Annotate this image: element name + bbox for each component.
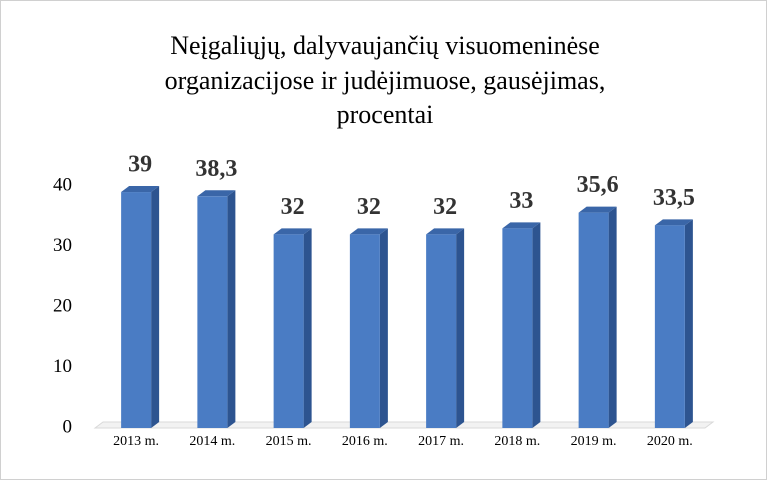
x-tick-label: 2013 m. bbox=[113, 434, 159, 449]
bar-top bbox=[654, 219, 693, 226]
bar-front bbox=[121, 192, 152, 428]
chart-title: procentai bbox=[337, 100, 434, 129]
bar-side bbox=[532, 222, 541, 428]
bar bbox=[654, 219, 693, 428]
bar bbox=[349, 228, 388, 428]
bar-top bbox=[273, 228, 312, 235]
bar-side bbox=[456, 228, 465, 428]
bar-side bbox=[684, 219, 693, 428]
x-tick-label: 2014 m. bbox=[189, 434, 235, 449]
bar-side bbox=[227, 190, 236, 428]
value-label: 33,5 bbox=[653, 185, 695, 211]
bar bbox=[121, 186, 160, 428]
x-tick-label: 2018 m. bbox=[494, 434, 540, 449]
bar-front bbox=[426, 234, 457, 428]
y-tick-label: 40 bbox=[53, 174, 72, 195]
bar-side bbox=[303, 228, 312, 428]
x-tick-label: 2020 m. bbox=[647, 434, 693, 449]
value-label: 32 bbox=[357, 194, 381, 220]
bar-top bbox=[578, 206, 617, 213]
bar-side bbox=[608, 206, 617, 428]
bar-top bbox=[349, 228, 388, 235]
y-tick-label: 0 bbox=[63, 416, 73, 437]
bar-side bbox=[379, 228, 388, 428]
bar bbox=[197, 190, 236, 428]
x-tick-label: 2015 m. bbox=[266, 434, 312, 449]
bar-front bbox=[349, 234, 380, 428]
floor bbox=[93, 421, 715, 429]
bar-front bbox=[197, 196, 228, 428]
value-label: 33 bbox=[509, 188, 533, 214]
value-label: 32 bbox=[281, 194, 305, 220]
x-tick-label: 2016 m. bbox=[342, 434, 388, 449]
bar bbox=[502, 222, 541, 428]
bar-top bbox=[197, 190, 236, 197]
x-tick-label: 2017 m. bbox=[418, 434, 464, 449]
chart-title: organizacijose ir judėjimuose, gausėjima… bbox=[165, 66, 606, 95]
y-tick-label: 20 bbox=[53, 295, 72, 316]
value-label: 32 bbox=[433, 194, 457, 220]
chart-title: Neįgaliųjų, dalyvaujančių visuomeninėse bbox=[170, 31, 600, 60]
bar-front bbox=[578, 212, 609, 428]
bar bbox=[578, 206, 617, 428]
bar-top bbox=[502, 222, 541, 229]
bar-front bbox=[654, 225, 685, 428]
bar-top bbox=[121, 186, 160, 193]
bar bbox=[426, 228, 465, 428]
bar bbox=[273, 228, 312, 428]
value-label: 39 bbox=[128, 152, 152, 178]
value-label: 38,3 bbox=[195, 156, 237, 182]
x-tick-label: 2019 m. bbox=[571, 434, 617, 449]
value-label: 35,6 bbox=[577, 172, 619, 198]
bar-side bbox=[151, 186, 160, 428]
bar-front bbox=[273, 234, 304, 428]
y-tick-label: 30 bbox=[53, 235, 72, 256]
bar-front bbox=[502, 228, 533, 428]
y-tick-label: 10 bbox=[53, 356, 72, 377]
bar-top bbox=[426, 228, 465, 235]
